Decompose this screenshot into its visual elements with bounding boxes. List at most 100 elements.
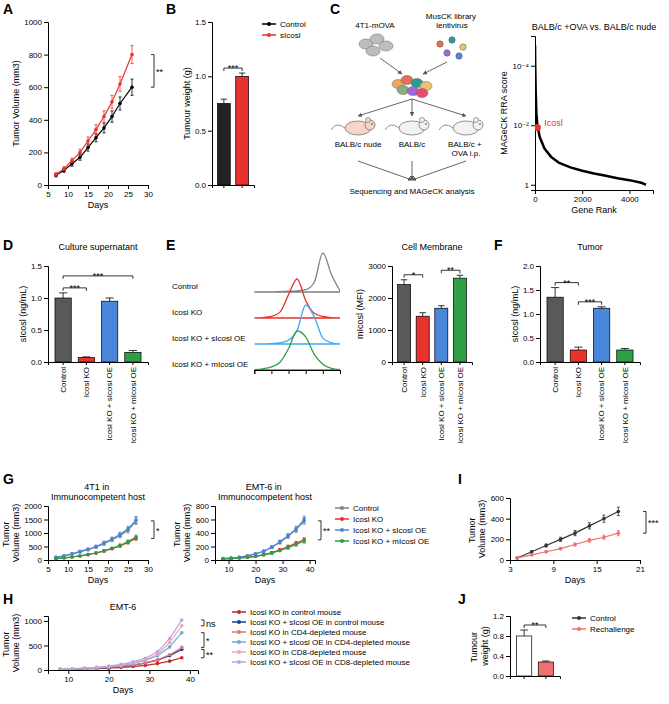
tick-mark (68, 670, 69, 674)
series-label: Icosl KO + mIcosl OE (172, 360, 248, 369)
tick-label: 5 (46, 565, 51, 574)
tick-mark (68, 560, 69, 564)
point (102, 549, 106, 553)
error-bar (588, 523, 591, 529)
label: 4T1-mOVA (355, 21, 395, 30)
tick-mark (208, 76, 212, 77)
tick-label: 0 (205, 556, 210, 565)
tick-mark (211, 560, 215, 561)
panel-label: G (3, 471, 14, 487)
point (94, 551, 98, 555)
tick-mark (190, 670, 191, 674)
tick: 20 (105, 670, 114, 684)
line (60, 658, 182, 670)
title: Culture supernatant (58, 242, 138, 252)
legend-label: Icosl KO in CD8-depleted mouse (250, 648, 367, 657)
tick-label: 2000 (368, 294, 386, 303)
arrow (412, 161, 466, 180)
point (119, 664, 123, 668)
title: Cell Membrane (401, 242, 462, 252)
tick-label: 0.0 (523, 358, 535, 367)
panel: 5101520253002004006008001000DaysTumor Vo… (11, 18, 164, 210)
point (126, 527, 130, 531)
axis-title: mIcosl (MFI) (355, 289, 365, 339)
plot-area (398, 275, 467, 362)
line (223, 520, 304, 559)
point (126, 540, 130, 544)
point (119, 663, 123, 667)
point (83, 667, 87, 670)
error-bar (262, 550, 265, 552)
tick-mark (624, 362, 625, 365)
tick-label: 1000 (24, 18, 42, 27)
tick: 0.8 (493, 632, 510, 641)
legend-item: Icosl KO + sIcosl OE in control mouse (232, 618, 385, 627)
y-axis: 02004006008001000 (24, 18, 48, 190)
error-bar (63, 167, 66, 171)
annotation: ** (563, 278, 571, 288)
tick: 1.5 (31, 262, 48, 271)
density-curve (254, 253, 340, 292)
arrow (358, 161, 412, 180)
tick: 20 (104, 185, 113, 199)
x-axis: 51015202530 (46, 560, 153, 574)
point (110, 537, 114, 541)
tick-mark (208, 185, 212, 186)
axis-line (393, 363, 473, 366)
point (107, 664, 111, 668)
tick: 1000 (24, 529, 48, 538)
error-bar (119, 77, 122, 92)
tick-label: 21 (636, 565, 645, 574)
error-bar (111, 538, 114, 542)
tick (306, 370, 307, 374)
density-curve (254, 279, 340, 318)
tick-mark (128, 185, 129, 189)
tick-mark (422, 362, 423, 365)
tick: 400 (196, 529, 215, 538)
tick-mark (44, 547, 48, 548)
error-bar (95, 552, 98, 554)
point (131, 661, 135, 665)
tick: Icosl KO + mIcosl OE (456, 362, 465, 443)
error-bar (602, 535, 605, 539)
error-bar (79, 551, 82, 553)
panel-label: A (3, 1, 13, 17)
error-bar (262, 554, 265, 556)
legend-item: Icosl KO in control mouse (232, 608, 342, 617)
legend-marker (237, 660, 241, 664)
tick-mark (88, 560, 89, 564)
cell-icon (416, 89, 428, 98)
tick-mark (108, 185, 109, 189)
tick-mark (536, 338, 540, 339)
point (559, 538, 563, 542)
legend-item: Control (335, 504, 379, 513)
legend-label: Icosl KO in control mouse (250, 608, 342, 617)
error-bar (111, 537, 114, 541)
point (95, 666, 99, 670)
axis-line (49, 363, 149, 366)
point (83, 667, 87, 670)
y-axis: 05001000 (24, 617, 48, 676)
error-bar (119, 97, 122, 110)
point (102, 115, 106, 119)
legend-label: Control (353, 504, 379, 513)
point (294, 527, 298, 531)
tick-mark (44, 533, 48, 534)
point (180, 631, 184, 635)
tick: 10⁻⁴ (512, 62, 535, 71)
tick-mark (531, 125, 535, 126)
point (270, 545, 274, 549)
point (588, 524, 592, 528)
axis-title: Tumor Volume (mm3) (11, 60, 21, 147)
axis-line (208, 23, 213, 186)
tick-label: 0 (38, 666, 43, 675)
point (62, 556, 66, 560)
tick-mark (536, 266, 540, 267)
error-bar (602, 515, 605, 522)
bar (593, 308, 609, 362)
point (118, 544, 122, 548)
error-bar (286, 547, 289, 550)
tick-label: Icosl KO + sIcosl OE (105, 367, 114, 441)
tick (545, 676, 546, 679)
tick: 1000 (24, 18, 48, 27)
